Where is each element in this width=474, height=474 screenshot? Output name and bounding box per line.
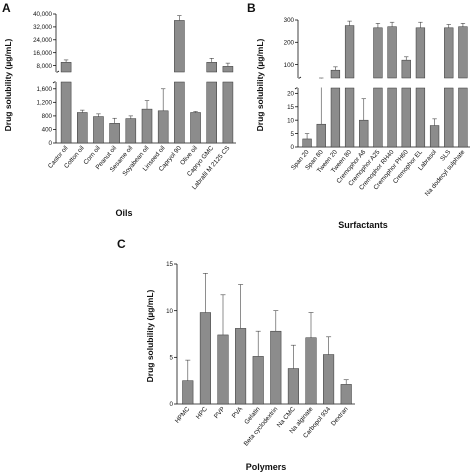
panel-a-bar [93,116,104,144]
panel-c-bar [305,337,317,405]
panel-c-category-label: PVA [231,405,245,419]
panel-a-bar [125,118,137,144]
panel-b-bar [429,125,440,148]
panel-b-y-tick-label: 20 [287,91,294,98]
panel-b-xlabel: Surfactants [338,220,388,230]
panel-a-bar-upper [60,62,72,73]
panel-c-bar [252,356,264,405]
panel-b-bar [344,87,355,148]
panel-c-y-tick-label: 10 [166,308,173,315]
panel-c-bar [270,330,282,405]
panel-b-bar [415,87,426,148]
panel-b-y-tick-label: 200 [284,40,295,47]
panel-b-bar-upper [401,59,411,79]
panel-b-bar-upper [344,25,355,79]
panel-a-bar-upper [206,62,217,73]
panel-a-bar [60,81,72,144]
panel-b-ylabel: Drug solubility (µg/mL) [255,38,265,131]
panel-b-bar-upper [458,26,468,79]
panel-a-y-tick-label: 800 [42,113,53,120]
panel-a-bar [109,123,120,144]
panel-a-bar [222,81,234,144]
panel-b-axis-break-gap [294,78,470,88]
panel-b-bar [373,87,383,148]
panel-a-letter: A [2,1,11,15]
panel-b-letter: B [247,1,256,15]
panel-c-bar [340,384,352,405]
panel-a-y-tick-label: 32,000 [33,24,52,31]
panel-c-bar [199,312,211,405]
panel-c-category-label: HPC [195,405,209,420]
panel-c-category-label: PVP [213,406,227,420]
panel-a-y-tick-label: 1,200 [37,100,53,107]
panel-a-ylabel: Drug solubility (µg/mL) [3,38,13,131]
panel-a-bar [141,108,153,144]
panel-a-axis-break-gap [52,72,236,82]
panel-b-bar-upper [415,27,426,79]
panel-a-plot: 0 400 800 1,200 1,600 8,000 16,000 24,000 32,000… [33,11,236,191]
panel-a-y-tick-label: 24,000 [33,37,52,44]
panel-b-bar-upper [373,27,383,79]
panel-a-y-tick-label: 0 [49,140,53,147]
panel-a-bar [157,110,169,144]
panel-b-bar-upper [444,27,454,79]
panel-c-xlabel: Polymers [246,462,287,472]
panel-b-bar [302,138,312,148]
panel-b-bar-upper [330,69,341,79]
panel-c-bar [217,334,229,405]
panel-b-y-tick-label: 15 [287,104,294,111]
panel-b-y-tick-label: 300 [284,17,295,24]
panel-c-bar [182,380,194,405]
panel-b-bar [330,87,341,148]
panel-b-y-tick-label: 10 [287,117,294,124]
panel-c-bar [323,354,335,405]
panel-c-letter: C [117,237,126,251]
panel-c-bar [235,328,247,405]
panel-b-y-tick-label: 0 [291,144,295,151]
panel-c-category-label: Beta cyclodextrin [243,405,280,447]
panel-a-bar-upper [222,66,234,73]
panel-b-bar [444,87,454,148]
panel-c-y-tick-label: 5 [170,355,174,362]
panel-a-xlabel: Oils [115,208,132,218]
panel-c-y-tick-label: 0 [170,401,174,408]
panel-a-y-tick-label: 40,000 [33,11,52,18]
panel-a-bar [77,112,88,144]
panel-a-y-tick-label: 400 [42,127,53,134]
panel-b-bar [401,87,411,148]
panel-b-bar-upper [387,26,397,79]
panel-a-bar-upper [174,20,185,73]
panel-a-bar [190,112,201,144]
panel-b-bar [458,87,468,148]
panel-b-y-tick-label: 100 [284,62,295,69]
panel-b-y-tick-label: 5 [291,131,295,138]
panel-a-y-tick-label: 8,000 [37,63,53,70]
panel-b-bar [387,87,397,148]
panel-c-y-tick-label: 15 [166,261,173,268]
panel-b-bar [359,119,369,148]
panel-c-bar [287,368,299,405]
panel-a-y-tick-label: 16,000 [33,50,52,57]
panel-c-category-label: HPMC [174,406,192,425]
panel-a-y-tick-label: 1,600 [37,86,53,93]
panel-c-ylabel: Drug solubility (µg/mL) [145,289,155,382]
panel-a-bar [174,81,185,144]
panel-b-bar [316,123,326,148]
panel-c-category-label: Dextran [330,405,350,427]
panel-a-bar [206,81,217,144]
